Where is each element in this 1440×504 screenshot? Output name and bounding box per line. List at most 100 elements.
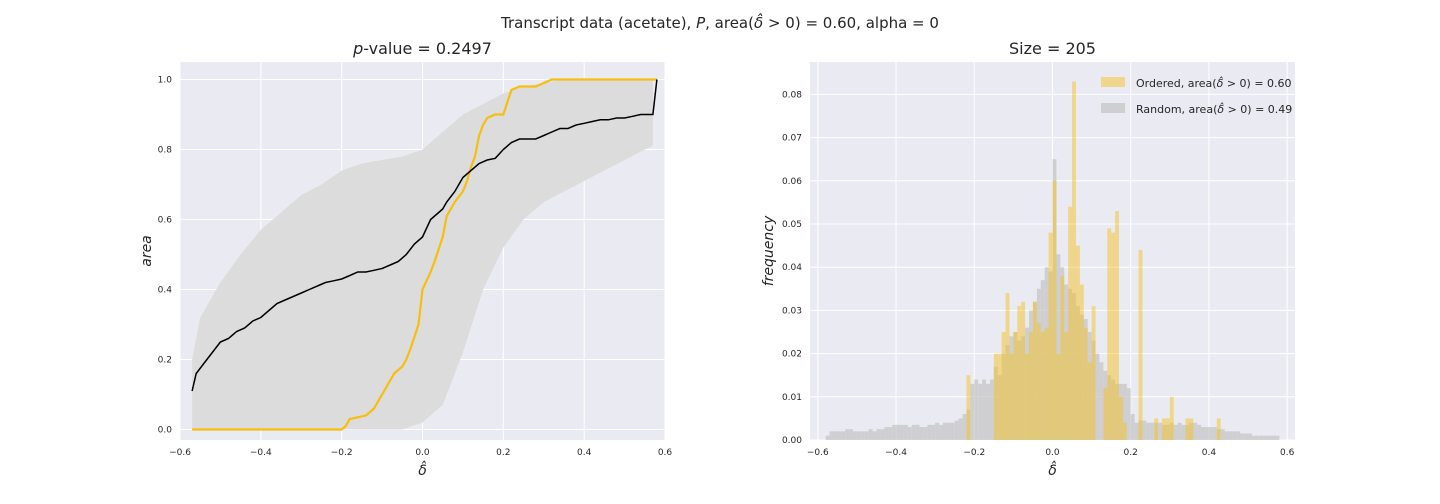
ordered-histogram-bar (1118, 396, 1123, 440)
legend-swatch-random (1101, 103, 1125, 113)
ordered-histogram-bar (1111, 232, 1116, 440)
ordered-histogram-bar (1048, 232, 1053, 440)
random-histogram-bar (1165, 424, 1170, 440)
random-histogram-bar (853, 431, 857, 440)
ordered-histogram-bar (1025, 353, 1030, 440)
ordered-histogram-bar (1079, 284, 1084, 440)
r-y-tick-label: 0.07 (782, 134, 802, 144)
random-histogram-bar (1142, 420, 1147, 440)
ordered-histogram-bar (966, 375, 971, 440)
random-histogram-bar (935, 422, 940, 440)
random-histogram-bar (1275, 435, 1280, 440)
ordered-histogram-bar (1162, 418, 1166, 440)
random-histogram-bar (1103, 370, 1108, 440)
random-histogram-bar (1193, 422, 1198, 440)
suptitle-pre: Transcript data (acetate), (500, 14, 696, 32)
r-x-tick-label: 0.0 (1045, 448, 1060, 458)
random-histogram-bar (1181, 424, 1186, 440)
random-histogram-bar (1107, 375, 1112, 440)
random-histogram-bar (1095, 353, 1100, 440)
random-histogram-bar (1118, 383, 1123, 440)
random-histogram-bar (1009, 336, 1014, 440)
random-histogram-bar (899, 424, 904, 440)
ordered-histogram-bar (1122, 422, 1127, 440)
random-histogram-bar (1005, 344, 1010, 440)
l-y-tick-label: 0.2 (158, 356, 172, 366)
ordered-histogram-bar (1165, 418, 1170, 440)
random-histogram-bar (993, 366, 998, 440)
random-histogram-bar (1099, 362, 1104, 440)
random-histogram-bar (958, 418, 963, 440)
random-histogram-bar (1173, 424, 1178, 440)
random-histogram-bar (1201, 427, 1206, 440)
ordered-histogram-bar (1107, 228, 1112, 440)
random-histogram-bar (1248, 433, 1252, 440)
r-y-tick-label: 0.08 (782, 90, 802, 100)
legend-random-delta: δ̂ (1217, 102, 1224, 116)
r-y-tick-label: 0.01 (782, 393, 802, 403)
random-histogram-bar (1244, 433, 1249, 440)
random-histogram-bar (1060, 267, 1065, 440)
right-chart-marks (825, 81, 1280, 441)
r-y-tick-label: 0.04 (782, 263, 802, 273)
random-histogram-bar (1048, 271, 1053, 440)
random-histogram-bar (1064, 284, 1069, 440)
legend-ordered-delta: δ̂ (1217, 76, 1224, 90)
left-x-axis-label: δ̂ (418, 460, 427, 479)
random-histogram-bar (1205, 427, 1209, 440)
random-histogram-bar (919, 427, 924, 440)
ordered-histogram-bar (1068, 206, 1073, 440)
random-histogram-bar (1111, 379, 1116, 440)
random-histogram-bar (1122, 383, 1127, 440)
right-chart: −0.6 −0.4 −0.2 0.0 0.2 0.4 0.6 0.000.010.020.0… (761, 39, 1295, 479)
random-histogram-bar (1259, 435, 1264, 440)
right-chart-title: Size = 205 (1009, 39, 1096, 58)
random-histogram-bar (1044, 267, 1049, 440)
left-x-tick-labels: −0.6 −0.4 −0.2 0.0 0.2 0.4 0.6 (169, 448, 672, 458)
random-histogram-bar (1197, 424, 1202, 440)
random-histogram-bar (1029, 310, 1033, 440)
random-histogram-bar (849, 429, 854, 440)
random-histogram-bar (911, 424, 916, 440)
random-histogram-bar (1126, 388, 1131, 440)
random-histogram-bar (1072, 293, 1076, 440)
ordered-histogram-bar (1013, 332, 1018, 440)
random-histogram-bar (966, 409, 971, 440)
ordered-histogram-bar (1072, 81, 1076, 440)
random-histogram-bar (1224, 431, 1229, 440)
ordered-histogram-bar (1091, 306, 1096, 440)
ordered-histogram-bar (1005, 293, 1010, 440)
left-y-tick-labels: 0.0 0.2 0.4 0.6 0.8 1.0 (158, 76, 173, 436)
random-histogram-bar (892, 424, 897, 440)
legend-label-ordered: Ordered, area(δ̂ > 0) = 0.60 (1136, 76, 1292, 90)
random-histogram-bar (845, 429, 850, 440)
random-histogram-bar (868, 429, 873, 440)
random-histogram-bar (907, 427, 912, 440)
random-histogram-bar (1220, 429, 1225, 440)
random-histogram-bar (1079, 314, 1084, 440)
ordered-histogram-bar (1083, 327, 1088, 440)
left-chart-marks (191, 78, 658, 431)
l-y-tick-label: 0.4 (158, 286, 173, 296)
random-histogram-bar (1056, 254, 1061, 440)
l-x-tick-label: 0.2 (496, 448, 510, 458)
random-histogram-bar (1240, 433, 1245, 440)
suptitle-mid: , area( (705, 14, 754, 32)
random-histogram-bar (876, 429, 881, 440)
random-envelope-band (192, 79, 653, 430)
random-histogram-bar (1017, 340, 1022, 440)
random-histogram-bar (939, 424, 943, 440)
random-histogram-bar (1130, 414, 1135, 440)
ordered-histogram-bar (993, 353, 998, 440)
random-histogram-bar (1154, 422, 1159, 440)
legend-swatch-ordered (1101, 77, 1125, 87)
random-histogram-bar (1146, 422, 1151, 440)
legend-random-post: > 0) = 0.49 (1224, 103, 1292, 116)
ordered-histogram-bar (1138, 249, 1143, 440)
l-x-tick-label: −0.2 (331, 448, 353, 458)
random-histogram-bar (1158, 422, 1163, 440)
random-histogram-bar (1052, 159, 1057, 440)
ordered-histogram-bar (1216, 418, 1221, 440)
random-histogram-bar (1068, 288, 1073, 440)
